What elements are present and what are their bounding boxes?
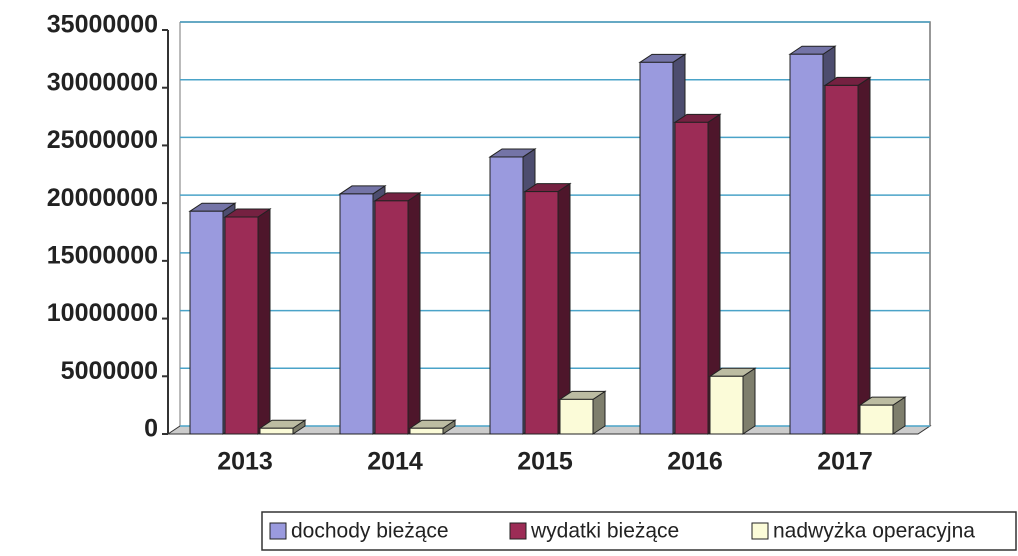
legend-label: nadwyżka operacyjna [773,520,975,543]
bar [559,398,594,435]
bar-side [742,367,756,435]
x-tick-label: 2015 [517,448,573,476]
bar [224,216,259,435]
y-tick-label: 5000000 [61,357,158,385]
bar [859,404,894,435]
y-tick-label: 25000000 [47,126,158,154]
bar [374,200,409,435]
bar-side [257,208,271,435]
bar-side [407,191,421,435]
legend-label: wydatki bieżące [530,520,679,543]
bar [674,121,709,435]
bar [189,210,224,435]
legend-label: dochody bieżące [291,520,449,543]
bar [824,84,859,435]
legend-swatch [751,522,769,540]
bar [709,375,744,435]
legend-swatch [509,522,527,540]
y-tick-label: 20000000 [47,184,158,212]
bar [524,191,559,435]
legend-box [261,511,1017,551]
bar [259,427,294,435]
y-tick-label: 10000000 [47,299,158,327]
legend-swatch [269,522,287,540]
y-tick-label: 15000000 [47,241,158,269]
bar [489,156,524,435]
bar [789,53,824,435]
x-tick-label: 2013 [217,448,273,476]
bar [409,427,444,435]
x-tick-label: 2017 [817,448,873,476]
y-tick-label: 30000000 [47,68,158,96]
bar [339,193,374,435]
y-tick-label: 0 [144,415,158,443]
bar-side [857,76,871,435]
x-tick-label: 2014 [367,448,423,476]
x-tick-label: 2016 [667,448,723,476]
y-tick-label: 35000000 [47,11,158,39]
bar [639,61,674,435]
